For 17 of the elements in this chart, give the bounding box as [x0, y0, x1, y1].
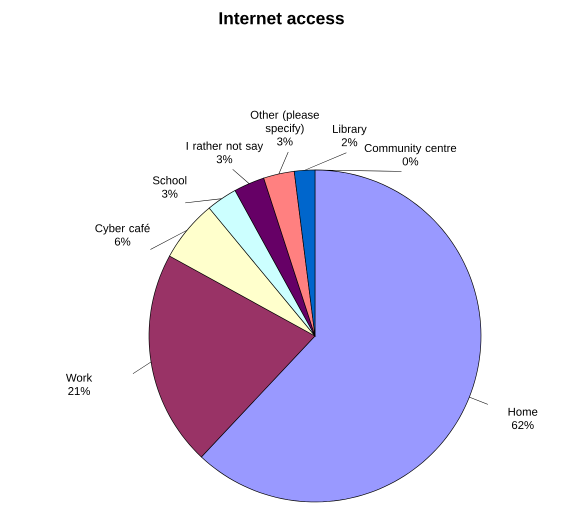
data-label: 3%	[216, 155, 232, 164]
slice-label: Work	[66, 373, 92, 382]
data-label: 6%	[114, 238, 130, 246]
slice-label: I rather not say	[186, 142, 264, 152]
text: 0%	[402, 157, 418, 166]
data-label: 21%	[68, 387, 90, 396]
slice-label: School	[152, 176, 186, 184]
slice-label: Other (please specify)	[250, 110, 319, 134]
data-label: 3%	[162, 190, 178, 198]
slice-label: Home	[508, 408, 538, 416]
data-label: 2%	[342, 138, 358, 146]
data-label: 62%	[512, 421, 534, 430]
slice-label: Cyber café	[95, 224, 150, 234]
data-label: 3%	[277, 137, 293, 146]
chart-title: Internet access	[220, 12, 344, 24]
slice-label: Library	[333, 124, 367, 136]
category-label: Community centre	[364, 144, 456, 154]
